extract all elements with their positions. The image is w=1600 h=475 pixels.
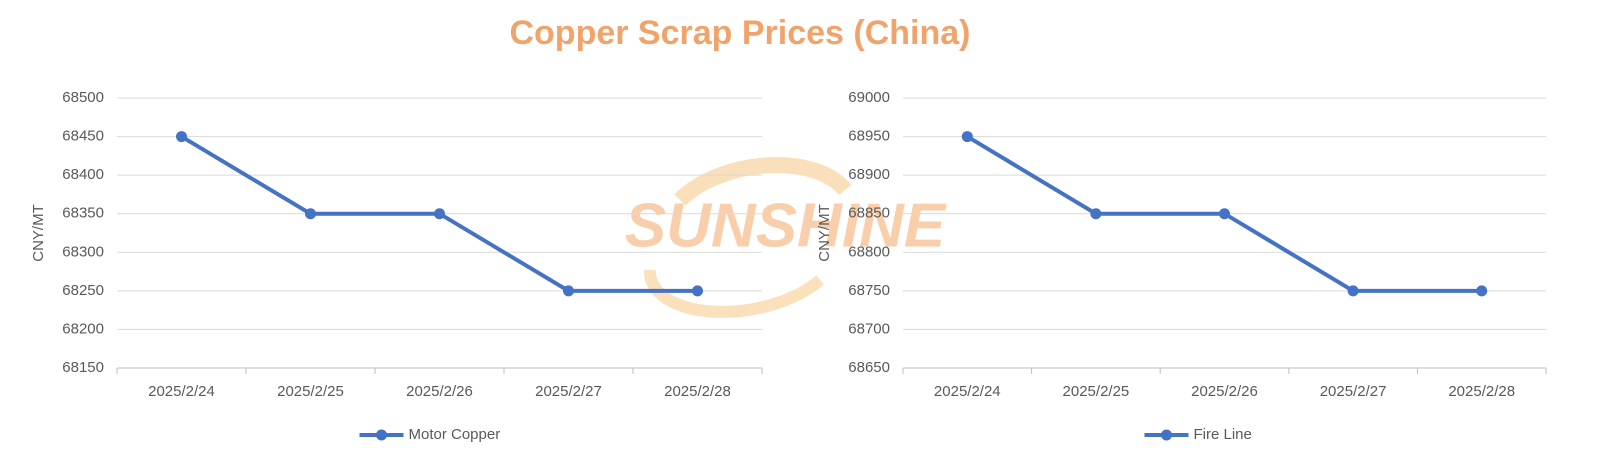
legend-marker [1161,429,1172,441]
y-tick-label: 68750 [848,282,890,299]
x-tick-label: 2025/2/28 [664,383,731,400]
point [176,131,187,143]
x-tick-label: 2025/2/25 [1063,383,1130,400]
point [563,285,574,297]
watermark: SUNSHINE [625,191,947,260]
y-tick-label: 68250 [62,282,104,299]
x-tick-label: 2025/2/27 [1320,383,1387,400]
point [1476,285,1488,297]
y-tick-label: 68300 [62,243,104,260]
point [1219,208,1230,220]
point [305,208,316,220]
watermark-logo [643,157,852,318]
y-tick-label: 68150 [62,359,104,376]
legend-label: Fire Line [1194,426,1252,443]
x-tick-label: 2025/2/25 [277,383,344,400]
y-axis-label: CNY/MT [816,204,833,262]
y-axis-label: CNY/MT [30,204,47,262]
legend-label: Motor Copper [409,426,501,443]
legend-marker [376,429,387,441]
y-tick-label: 68400 [62,166,104,183]
y-tick-label: 69000 [848,89,890,106]
y-tick-label: 68450 [62,128,104,145]
y-tick-label: 68900 [848,166,890,183]
y-tick-label: 68500 [62,89,104,106]
y-tick-label: 68350 [62,205,104,222]
point [434,208,445,220]
x-tick-label: 2025/2/28 [1448,383,1515,400]
y-tick-label: 68700 [848,320,890,337]
x-tick-label: 2025/2/24 [148,383,215,400]
y-tick-label: 68200 [62,320,104,337]
x-tick-label: 2025/2/26 [1191,383,1258,400]
y-tick-label: 68950 [848,128,890,145]
x-tick-label: 2025/2/24 [934,383,1001,400]
x-tick-label: 2025/2/26 [406,383,473,400]
y-tick-label: 68650 [848,359,890,376]
point [1090,208,1102,220]
point [692,285,703,297]
x-tick-label: 2025/2/27 [535,383,602,400]
chart-title: Copper Scrap Prices (China) [509,14,970,52]
point [961,131,973,143]
y-tick-label: 68850 [848,205,890,222]
y-tick-label: 68800 [848,243,890,260]
point [1347,285,1359,297]
